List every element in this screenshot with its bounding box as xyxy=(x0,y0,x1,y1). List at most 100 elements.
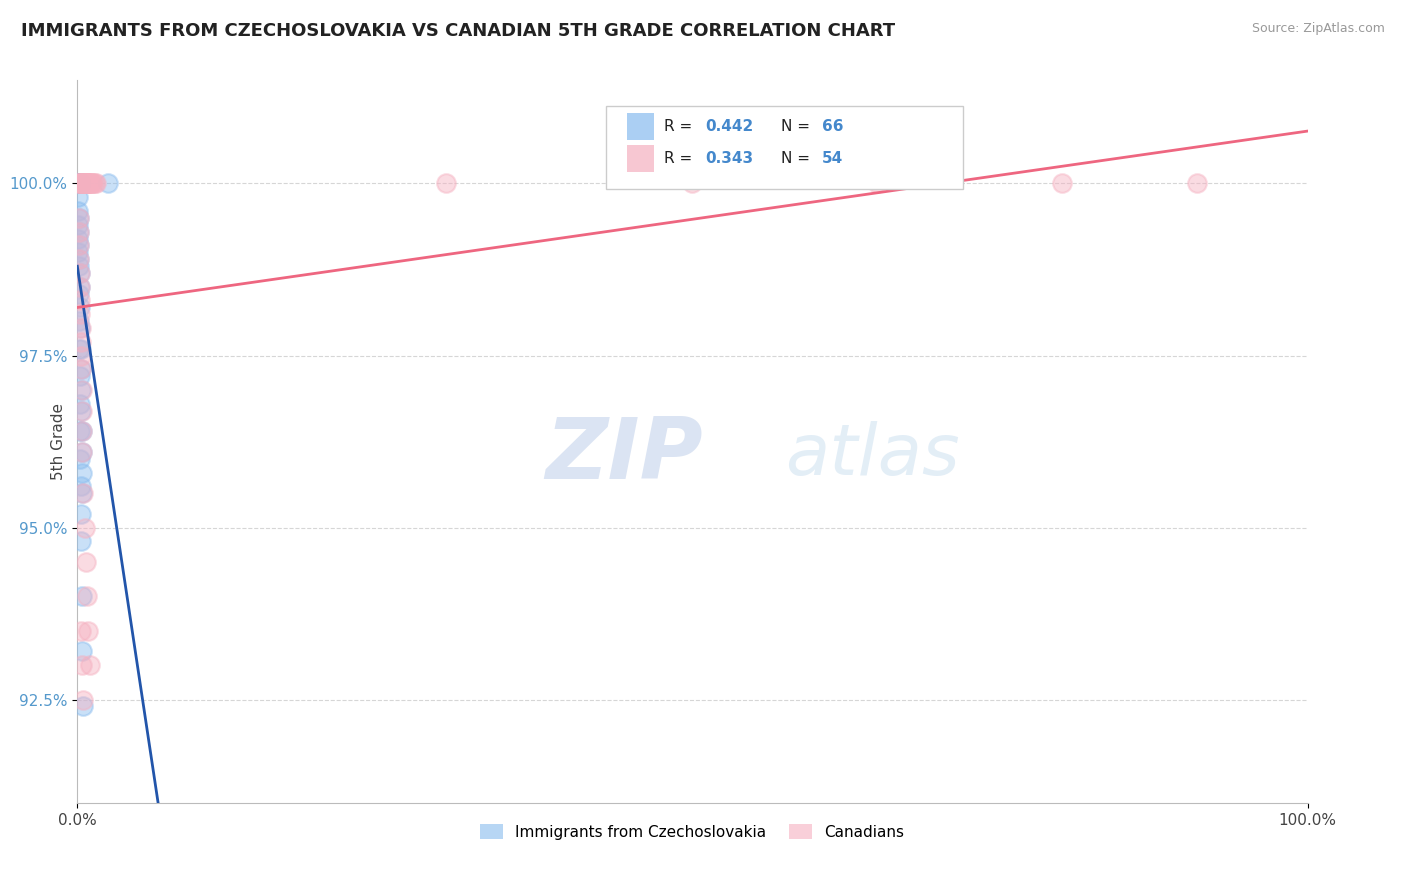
Text: 0.442: 0.442 xyxy=(704,119,754,134)
Point xyxy=(70,658,93,673)
Point xyxy=(67,314,90,328)
Point xyxy=(67,177,90,191)
Point xyxy=(69,369,91,384)
Point xyxy=(67,342,90,356)
Point xyxy=(70,534,93,549)
Point xyxy=(82,177,104,191)
Point xyxy=(80,177,103,191)
Text: N =: N = xyxy=(782,151,815,166)
Point xyxy=(70,466,93,480)
Point xyxy=(436,177,458,191)
Point xyxy=(69,279,91,293)
Point xyxy=(77,624,100,638)
FancyBboxPatch shape xyxy=(627,112,654,140)
Point xyxy=(75,177,97,191)
Point xyxy=(72,177,94,191)
Point xyxy=(866,177,889,191)
Text: 66: 66 xyxy=(821,119,844,134)
Point xyxy=(67,231,90,245)
Point xyxy=(72,177,94,191)
Point xyxy=(70,383,93,397)
Point xyxy=(70,486,93,500)
Point xyxy=(97,177,120,191)
Point xyxy=(73,177,96,191)
Point xyxy=(70,177,93,191)
Point xyxy=(682,177,704,191)
Point xyxy=(75,555,97,569)
Point xyxy=(67,286,90,301)
Point xyxy=(79,658,101,673)
Point xyxy=(69,321,91,335)
Point xyxy=(67,238,90,252)
Point xyxy=(69,479,91,493)
Text: Source: ZipAtlas.com: Source: ZipAtlas.com xyxy=(1251,22,1385,36)
Point xyxy=(70,590,93,604)
Point xyxy=(66,190,89,204)
Point xyxy=(70,403,93,417)
Point xyxy=(67,252,90,267)
Text: N =: N = xyxy=(782,119,815,134)
Point xyxy=(70,177,93,191)
Point xyxy=(69,342,91,356)
Point xyxy=(67,177,90,191)
Point xyxy=(67,177,90,191)
Point xyxy=(70,424,93,438)
Point xyxy=(70,362,93,376)
Point xyxy=(69,362,91,376)
Text: 0.343: 0.343 xyxy=(704,151,752,166)
Text: IMMIGRANTS FROM CZECHOSLOVAKIA VS CANADIAN 5TH GRADE CORRELATION CHART: IMMIGRANTS FROM CZECHOSLOVAKIA VS CANADI… xyxy=(21,22,896,40)
Point xyxy=(69,177,91,191)
Point xyxy=(67,177,90,191)
Point xyxy=(70,403,93,417)
Point xyxy=(75,177,97,191)
Point xyxy=(66,177,89,191)
Point xyxy=(67,177,90,191)
Point xyxy=(67,177,90,191)
Point xyxy=(69,177,91,191)
Point xyxy=(67,177,90,191)
Point xyxy=(70,624,93,638)
Point xyxy=(69,279,91,293)
Point xyxy=(66,177,89,191)
Point xyxy=(72,692,94,706)
Point xyxy=(69,177,91,191)
Point xyxy=(69,177,91,191)
Point xyxy=(67,177,90,191)
Point xyxy=(67,177,90,191)
Point xyxy=(73,520,96,534)
Point xyxy=(67,177,90,191)
Legend: Immigrants from Czechoslovakia, Canadians: Immigrants from Czechoslovakia, Canadian… xyxy=(474,818,911,846)
Point xyxy=(67,177,90,191)
Point xyxy=(69,266,91,280)
Point xyxy=(69,177,91,191)
Point xyxy=(73,177,96,191)
Text: R =: R = xyxy=(664,119,697,134)
Point xyxy=(70,383,93,397)
Point xyxy=(76,590,98,604)
Point xyxy=(69,424,91,438)
Point xyxy=(67,177,90,191)
Point xyxy=(79,177,101,191)
Point xyxy=(69,507,91,521)
Point xyxy=(70,177,93,191)
Point xyxy=(76,177,98,191)
Point xyxy=(69,451,91,466)
Point xyxy=(69,397,91,411)
Point xyxy=(67,177,90,191)
Y-axis label: 5th Grade: 5th Grade xyxy=(51,403,66,480)
FancyBboxPatch shape xyxy=(627,145,654,172)
Point xyxy=(66,177,89,191)
Point xyxy=(69,177,91,191)
Point xyxy=(70,424,93,438)
Point xyxy=(1185,177,1208,191)
Point xyxy=(67,238,90,252)
Text: ZIP: ZIP xyxy=(546,415,703,498)
Point xyxy=(67,177,90,191)
Point xyxy=(69,321,91,335)
Point xyxy=(67,177,90,191)
Text: 54: 54 xyxy=(821,151,842,166)
Point xyxy=(69,177,91,191)
Point xyxy=(67,252,90,267)
Point xyxy=(70,445,93,459)
Point xyxy=(77,177,100,191)
